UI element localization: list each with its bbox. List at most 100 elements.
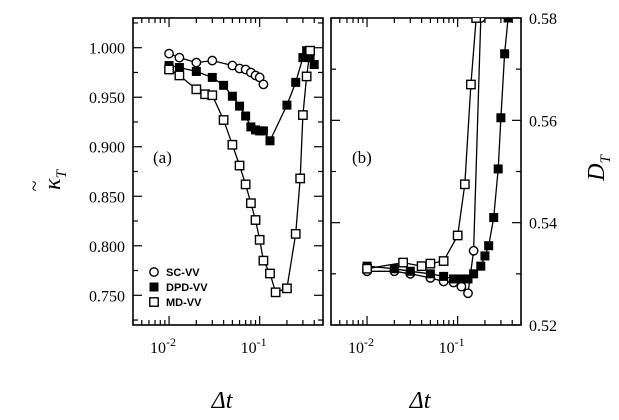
panel-a-md-vv-point [282, 283, 292, 294]
panel-a-y-axis-title: κT [40, 168, 70, 190]
panel-b-md-vv-point [471, 18, 482, 23]
panel-b-md-vv-point [459, 179, 470, 190]
panel-b-dpd-vv-point [463, 274, 473, 284]
panel-b-dpd-vv-point [389, 264, 399, 274]
legend-marker-dpd-vv [149, 282, 159, 292]
panel-b-y-tick-label: 0.56 [529, 113, 557, 130]
panel-a-sc-vv-point [164, 48, 174, 59]
panel-b-md-vv-point [466, 79, 476, 90]
legend-label-dpd-vv: DPD-VV [166, 282, 208, 294]
panel-a-sc-vv-point [174, 52, 185, 63]
legend-label-md-vv: MD-VV [166, 297, 202, 309]
panel-a-md-vv-point [290, 228, 301, 239]
panel-b-sc-vv-point [463, 288, 473, 299]
panel-b-dpd-vv-point [484, 241, 494, 251]
panel-a-y-tick-label: 0.850 [89, 189, 125, 206]
panel-a-x-tick-label: 10-2 [150, 335, 176, 357]
panel-a-dpd-vv-point [291, 77, 301, 87]
panel-a-dpd-vv-point [241, 111, 251, 121]
panel-a-y-tick-label: 0.950 [89, 90, 125, 107]
panel-a-md-vv-point [174, 70, 185, 81]
panel-a-y-tick-label: 0.750 [89, 288, 125, 305]
panel-a-md-vv-point [258, 255, 269, 266]
panel-a-md-vv-point [207, 90, 218, 101]
panel-b-md-vv-point [452, 230, 463, 241]
panel-b-md-vv-point [438, 256, 449, 266]
panel-b-md-vv-point [362, 263, 372, 274]
panel-b: 10-2 10-1 0.58 0.56 0.54 0.52 (b) Δt [330, 11, 557, 414]
panel-a-dpd-vv-point [235, 101, 245, 111]
panel-a-md-vv-point [270, 287, 281, 298]
legend-marker-sc-vv [149, 267, 159, 277]
panel-a-md-vv-point [254, 234, 265, 245]
panel-b-dpd-vv-line [367, 18, 509, 280]
panel-a-y-axis-tilde: ~ [24, 180, 46, 191]
panel-a-md-vv-point [301, 71, 312, 82]
panel-a-data [164, 45, 319, 298]
legend-marker-md-vv [149, 297, 159, 307]
panel-a-md-vv-point [164, 64, 174, 75]
panel-b-y-axis-title-group: DT [584, 154, 614, 182]
panel-a-sc-vv-point [207, 55, 218, 66]
panel-b-sc-vv-line [367, 18, 482, 295]
panel-a-md-vv-point [227, 139, 238, 150]
legend-label-sc-vv: SC-VV [166, 267, 200, 279]
panel-b-dpd-vv-point [405, 266, 415, 276]
panel-a-dpd-vv-point [207, 72, 217, 82]
panel-b-md-vv-point [425, 258, 436, 269]
panel-b-x-axis-title: Δt [409, 388, 432, 414]
panel-a-label: (a) [153, 148, 172, 167]
panel-a-sc-vv-point [191, 57, 202, 68]
panel-b-y-axis-title: DT [584, 154, 614, 182]
panel-a-md-vv-point [295, 173, 306, 184]
panel-a-y-tick-label: 0.800 [89, 239, 125, 256]
panel-a-md-vv-point [240, 179, 251, 190]
panel-b-dpd-vv-point [480, 251, 490, 261]
panel-a: 10-2 10-1 1.000 0.950 0.900 0.850 0.800 0.750 (a… [89, 17, 324, 414]
panel-b-y-tick-label: 0.52 [529, 318, 557, 335]
panel-a-dpd-vv-point [191, 66, 201, 76]
panel-b-dpd-vv-point [500, 49, 510, 59]
panel-b-dpd-vv-point [439, 271, 449, 281]
panel-a-dpd-vv-point [219, 80, 229, 90]
panel-b-dpd-vv-point [503, 18, 513, 23]
panel-a-sc-vv-point [258, 79, 269, 90]
panel-b-sc-vv-point [468, 245, 479, 256]
panel-a-dpd-vv-point [174, 63, 184, 73]
panel-a-md-vv-point [234, 160, 245, 171]
panel-b-y-tick-label: 0.54 [529, 216, 557, 233]
panel-b-dpd-vv-point [476, 261, 486, 271]
panel-b-y-tick-label: 0.58 [529, 11, 557, 28]
panel-a-md-vv-point [250, 215, 261, 225]
panel-b-dpd-vv-point [469, 269, 479, 279]
panel-a-dpd-vv-point [265, 136, 275, 146]
panel-a-md-vv-point [297, 110, 308, 120]
panel-a-x-axis-title: Δt [211, 388, 234, 414]
panel-a-md-vv-point [305, 45, 315, 56]
panel-b-data [362, 18, 513, 299]
panel-a-md-vv-line [168, 50, 311, 294]
panel-a-dpd-vv-point [282, 100, 292, 110]
panel-b-dpd-vv-point [425, 269, 435, 279]
panel-a-dpd-vv-point [309, 60, 319, 70]
panel-b-dpd-vv-point [493, 164, 503, 174]
panel-a-md-vv-point [245, 198, 256, 209]
panel-a-y-tick-label: 1.000 [89, 41, 125, 58]
panel-a-y-tick-label: 0.900 [89, 140, 125, 157]
panel-a-y-axis-title-group: κT~ [24, 168, 70, 191]
panel-a-dpd-vv-point [258, 126, 268, 136]
panel-b-md-vv-point [416, 261, 427, 272]
panel-b-dpd-vv-point [496, 113, 506, 123]
panel-b-x-tick-label: 10-2 [348, 335, 374, 357]
panel-a-md-vv-point [265, 268, 275, 279]
panel-a-dpd-vv-point [227, 91, 237, 101]
panel-b-x-tick-label: 10-1 [439, 335, 465, 357]
panel-b-md-vv-point [398, 257, 409, 268]
panel-b-dpd-vv-point [489, 213, 499, 223]
panel-b-dpd-vv-point [449, 274, 459, 284]
panel-a-md-vv-point [218, 115, 229, 125]
panel-a-md-vv-point [191, 84, 202, 95]
panel-b-sc-vv-point [456, 281, 467, 292]
